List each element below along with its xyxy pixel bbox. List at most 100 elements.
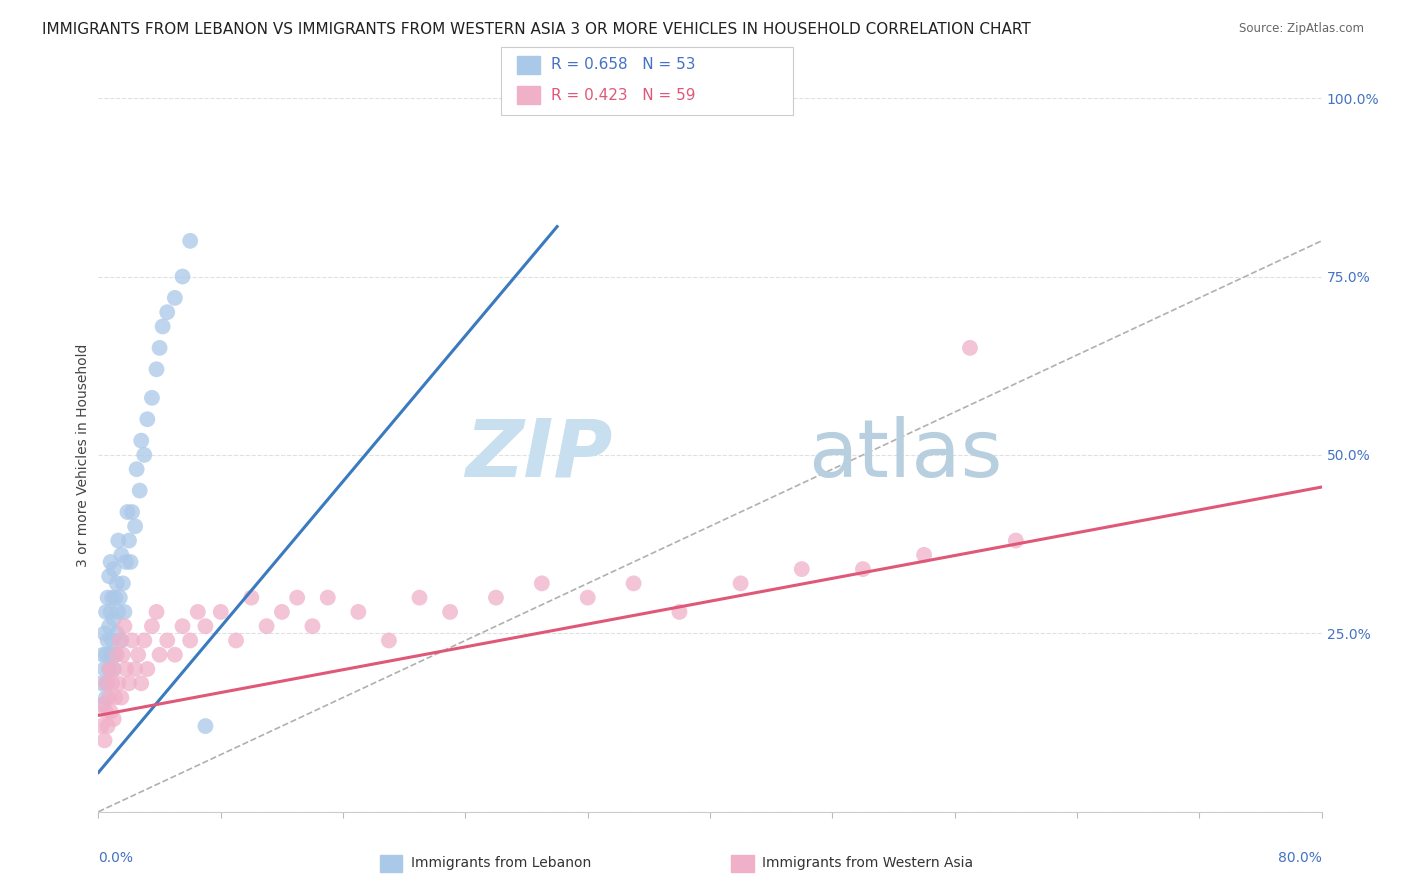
Point bbox=[112, 605, 135, 619]
Point bbox=[93, 733, 115, 747]
Point bbox=[98, 690, 121, 705]
Point bbox=[105, 626, 128, 640]
Point bbox=[439, 605, 461, 619]
Text: R = 0.423   N = 59: R = 0.423 N = 59 bbox=[551, 87, 696, 103]
Point bbox=[378, 633, 401, 648]
Point bbox=[118, 676, 141, 690]
Point bbox=[98, 619, 121, 633]
Point bbox=[121, 505, 143, 519]
Point bbox=[103, 662, 125, 676]
Point bbox=[408, 591, 430, 605]
Point bbox=[730, 576, 752, 591]
Point bbox=[98, 662, 121, 676]
Point bbox=[100, 705, 122, 719]
Point bbox=[959, 341, 981, 355]
Point bbox=[103, 712, 125, 726]
Point bbox=[194, 719, 217, 733]
Point bbox=[128, 483, 150, 498]
Text: R = 0.658   N = 53: R = 0.658 N = 53 bbox=[551, 57, 696, 72]
Point bbox=[179, 234, 201, 248]
Point bbox=[104, 648, 127, 662]
Point bbox=[97, 676, 120, 690]
Point bbox=[98, 569, 121, 583]
Point bbox=[285, 591, 308, 605]
Point bbox=[112, 619, 135, 633]
Point bbox=[149, 341, 172, 355]
Point bbox=[270, 605, 292, 619]
Y-axis label: 3 or more Vehicles in Household: 3 or more Vehicles in Household bbox=[76, 343, 90, 566]
Text: 0.0%: 0.0% bbox=[98, 851, 134, 865]
Point bbox=[94, 648, 117, 662]
Point bbox=[101, 591, 124, 605]
Point bbox=[103, 612, 125, 626]
Point bbox=[111, 648, 134, 662]
Point bbox=[129, 676, 152, 690]
Point bbox=[100, 648, 122, 662]
Text: Immigrants from Lebanon: Immigrants from Lebanon bbox=[411, 856, 591, 871]
Point bbox=[91, 648, 114, 662]
Point bbox=[91, 698, 114, 712]
Point bbox=[790, 562, 813, 576]
Point bbox=[912, 548, 935, 562]
Point bbox=[141, 391, 163, 405]
Point bbox=[107, 676, 129, 690]
Point bbox=[485, 591, 508, 605]
Point bbox=[129, 434, 152, 448]
Point bbox=[91, 698, 114, 712]
Point bbox=[668, 605, 690, 619]
Point bbox=[125, 462, 148, 476]
Point bbox=[209, 605, 232, 619]
Text: Source: ZipAtlas.com: Source: ZipAtlas.com bbox=[1239, 22, 1364, 36]
Point bbox=[149, 648, 172, 662]
Point bbox=[156, 305, 179, 319]
Point bbox=[118, 533, 141, 548]
Point bbox=[194, 619, 217, 633]
Point bbox=[105, 576, 128, 591]
Text: IMMIGRANTS FROM LEBANON VS IMMIGRANTS FROM WESTERN ASIA 3 OR MORE VEHICLES IN HO: IMMIGRANTS FROM LEBANON VS IMMIGRANTS FR… bbox=[42, 22, 1031, 37]
Point bbox=[187, 605, 209, 619]
Point bbox=[107, 533, 129, 548]
Point bbox=[172, 269, 194, 284]
Point bbox=[121, 633, 143, 648]
Point bbox=[105, 648, 128, 662]
Point bbox=[103, 562, 125, 576]
Point bbox=[240, 591, 263, 605]
Point bbox=[134, 633, 156, 648]
Point bbox=[93, 626, 115, 640]
Point bbox=[94, 605, 117, 619]
Point bbox=[179, 633, 201, 648]
Point bbox=[145, 605, 167, 619]
Point bbox=[117, 505, 139, 519]
Text: 80.0%: 80.0% bbox=[1278, 851, 1322, 865]
Point bbox=[93, 662, 115, 676]
Point bbox=[141, 619, 163, 633]
Point bbox=[120, 555, 142, 569]
Point bbox=[623, 576, 645, 591]
Point bbox=[256, 619, 278, 633]
Point bbox=[111, 576, 134, 591]
Point bbox=[107, 605, 129, 619]
Point bbox=[136, 662, 159, 676]
Point bbox=[115, 555, 138, 569]
Point bbox=[301, 619, 323, 633]
Point bbox=[90, 719, 112, 733]
Text: atlas: atlas bbox=[808, 416, 1002, 494]
Text: Immigrants from Western Asia: Immigrants from Western Asia bbox=[762, 856, 973, 871]
Point bbox=[163, 291, 186, 305]
Point bbox=[127, 648, 149, 662]
Point bbox=[124, 662, 146, 676]
Point bbox=[225, 633, 247, 648]
Point bbox=[108, 591, 131, 605]
Point bbox=[852, 562, 875, 576]
Point bbox=[103, 662, 125, 676]
Point bbox=[124, 519, 146, 533]
Point bbox=[110, 690, 132, 705]
Point bbox=[1004, 533, 1026, 548]
Point bbox=[115, 662, 138, 676]
Point bbox=[316, 591, 339, 605]
Point bbox=[100, 555, 122, 569]
Point bbox=[172, 619, 194, 633]
Point bbox=[530, 576, 553, 591]
Point bbox=[136, 412, 159, 426]
Text: ZIP: ZIP bbox=[465, 416, 612, 494]
